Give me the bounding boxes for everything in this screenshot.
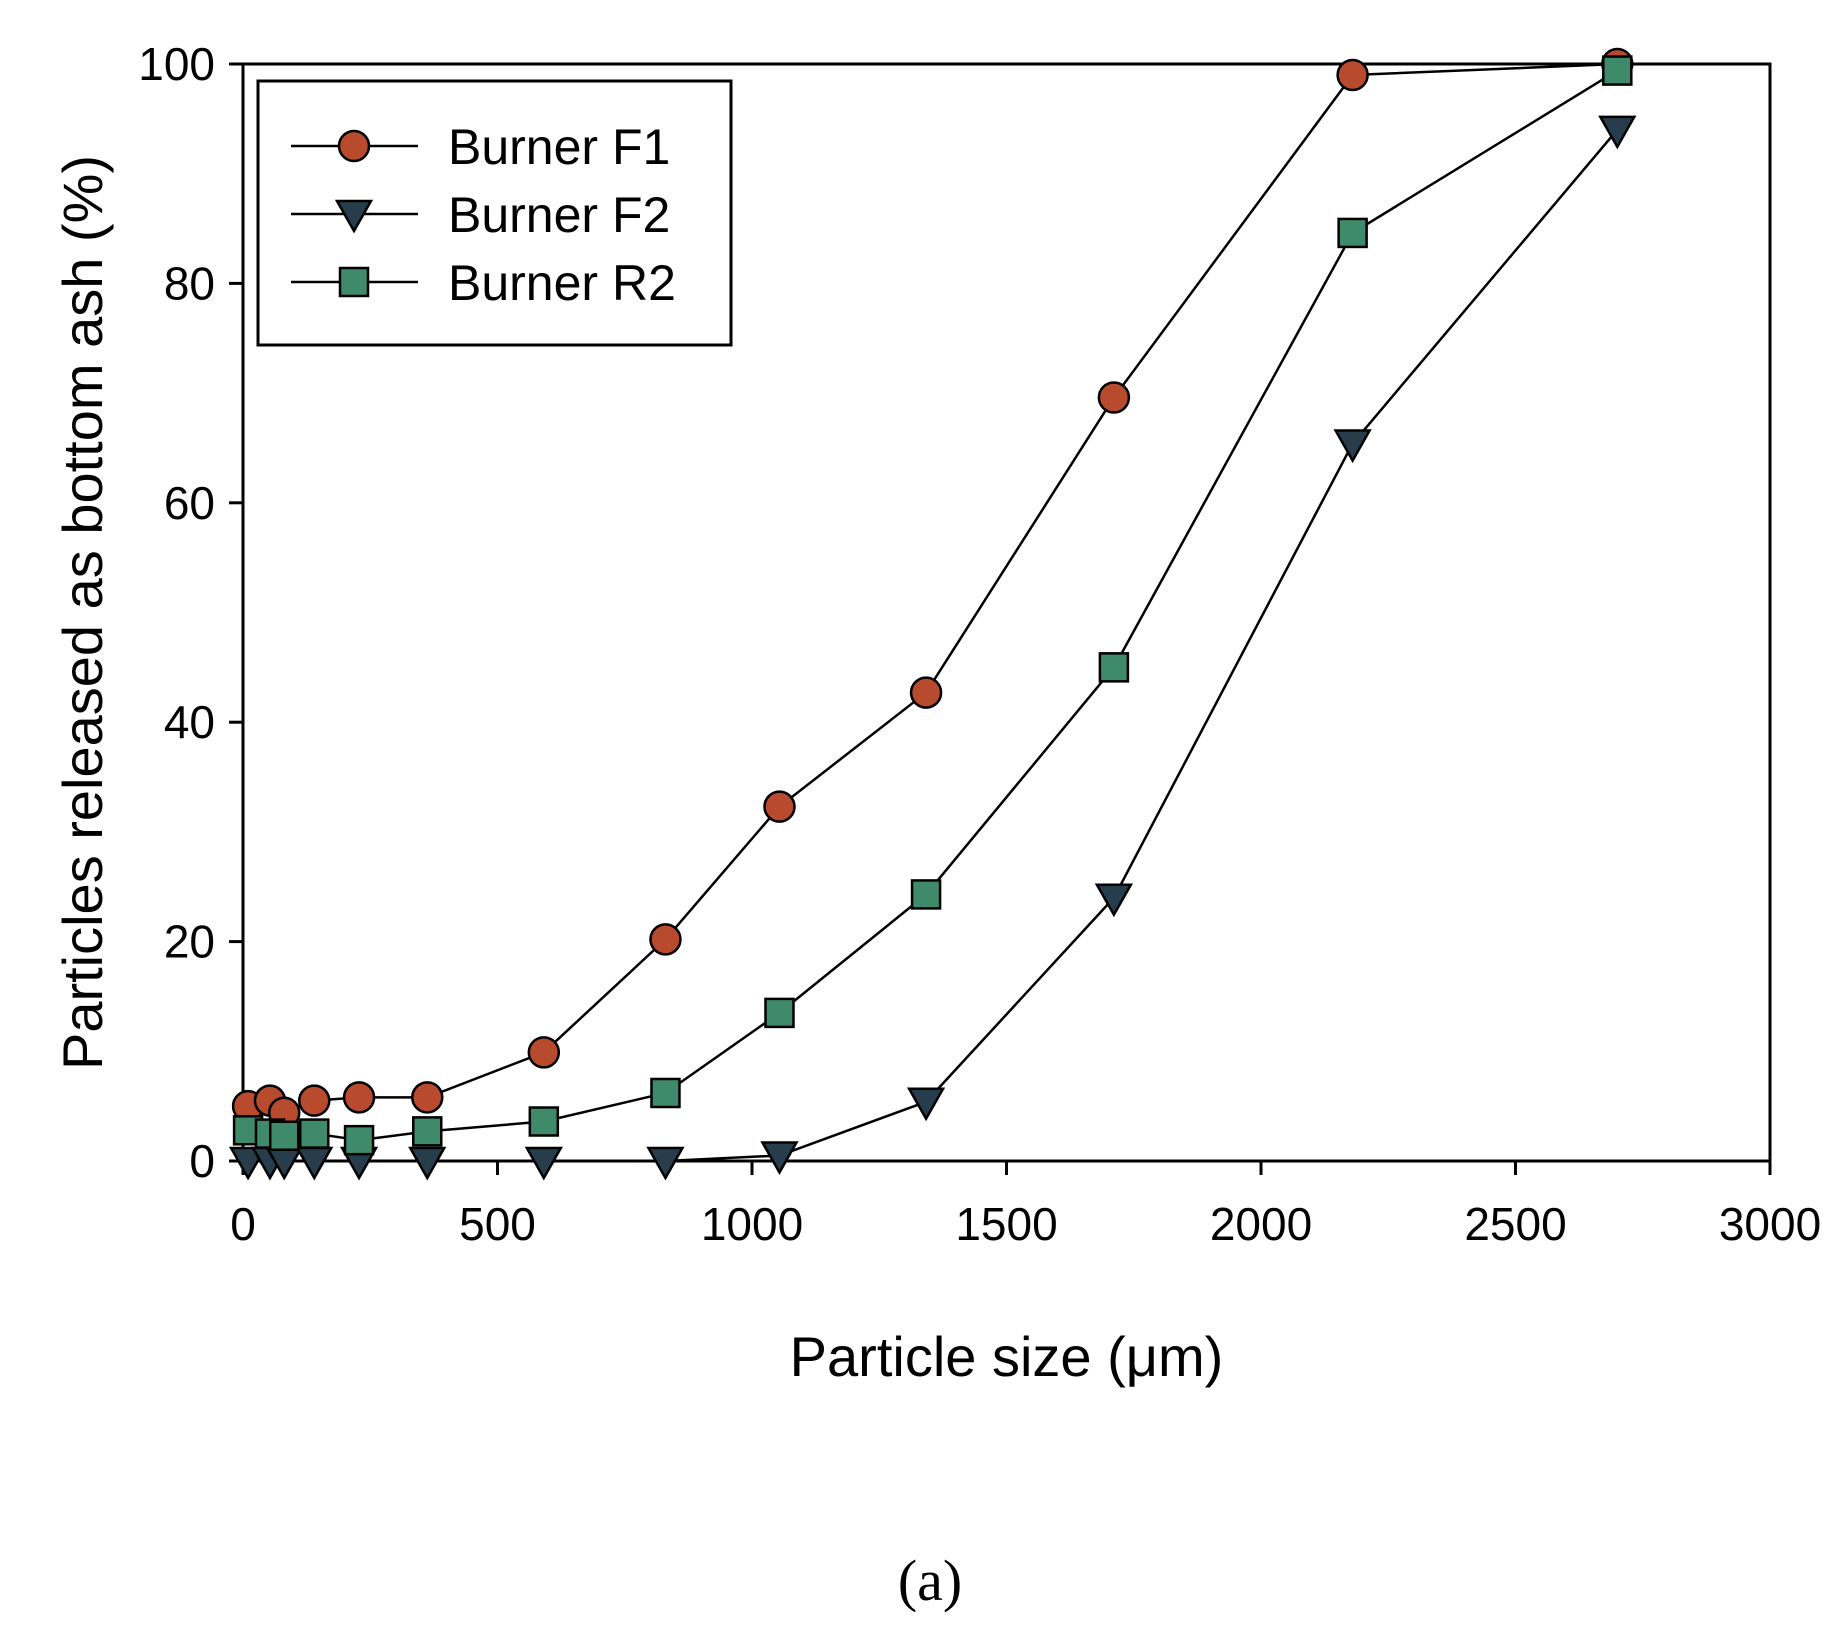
burner-r2-markers <box>232 55 1633 1156</box>
burner-f2-point <box>646 1146 685 1181</box>
x-tick-label: 3000 <box>1719 1198 1821 1250</box>
burner-f2-point <box>1094 883 1134 918</box>
burner-f1-point <box>649 923 682 956</box>
legend-marker <box>338 266 370 298</box>
burner-r2-point <box>1602 55 1633 86</box>
burner-r2-point <box>528 1106 560 1137</box>
burner-r2-point <box>299 1118 330 1149</box>
burner-f2-point <box>760 1141 799 1176</box>
burner-f1-point <box>763 790 796 823</box>
legend-marker <box>337 129 371 163</box>
y-tick-label: 0 <box>189 1135 215 1187</box>
burner-f1-point <box>527 1036 561 1069</box>
x-axis-ticks: 0 500 1000 1500 2000 2500 3000 <box>230 1161 1821 1250</box>
burner-r2-point <box>1098 652 1130 683</box>
burner-r2-point <box>764 997 795 1029</box>
burner-f1-point <box>298 1084 331 1117</box>
burner-r2-point <box>650 1077 681 1109</box>
burner-r2-point <box>1337 217 1368 249</box>
y-tick-label: 20 <box>164 916 215 968</box>
burner-f1-point <box>1097 381 1131 414</box>
legend-entry-burner-r2: Burner R2 <box>291 255 676 311</box>
burner-f2-markers <box>228 115 1637 1181</box>
burner-r2-point <box>412 1116 443 1147</box>
legend: Burner F1 Burner F2 Burner R2 <box>256 79 733 347</box>
x-tick-label: 1500 <box>955 1198 1057 1250</box>
burner-f2-point <box>1333 429 1372 464</box>
burner-f1-point <box>909 676 943 709</box>
burner-f1-point <box>1336 58 1369 92</box>
x-tick-label: 2000 <box>1210 1198 1312 1250</box>
x-tick-label: 1000 <box>701 1198 803 1250</box>
panel-label: (a) <box>898 1548 962 1613</box>
burner-f1-point <box>411 1081 444 1114</box>
series-markers <box>228 47 1637 1181</box>
burner-f2-point <box>1598 115 1637 150</box>
burner-f2-point <box>408 1146 447 1181</box>
y-axis-title: Particles released as bottom ash (%) <box>51 155 114 1070</box>
x-tick-label: 0 <box>230 1198 256 1250</box>
y-tick-label: 40 <box>164 696 215 748</box>
burner-f2-point <box>524 1146 563 1181</box>
burner-f2-point <box>906 1087 946 1122</box>
x-tick-label: 2500 <box>1464 1198 1566 1250</box>
legend-label: Burner F2 <box>448 187 670 243</box>
y-tick-label: 80 <box>164 257 215 309</box>
x-axis-title: Particle size (μm) <box>790 1325 1224 1388</box>
legend-label: Burner F1 <box>448 119 670 175</box>
y-axis-ticks: 0 20 40 60 80 100 <box>138 38 243 1187</box>
burner-r2-point <box>343 1124 375 1156</box>
legend-marker <box>334 199 374 234</box>
y-tick-label: 100 <box>138 38 215 90</box>
burner-r2-point <box>268 1120 300 1152</box>
legend-entry-burner-f2: Burner F2 <box>291 187 670 243</box>
burner-f2-point <box>295 1146 334 1181</box>
burner-f1-point <box>342 1081 376 1114</box>
y-tick-label: 60 <box>164 477 215 529</box>
burner-r2-point <box>910 879 942 910</box>
legend-entry-burner-f1: Burner F1 <box>291 119 670 175</box>
legend-label: Burner R2 <box>448 255 676 311</box>
x-tick-label: 500 <box>459 1198 536 1250</box>
